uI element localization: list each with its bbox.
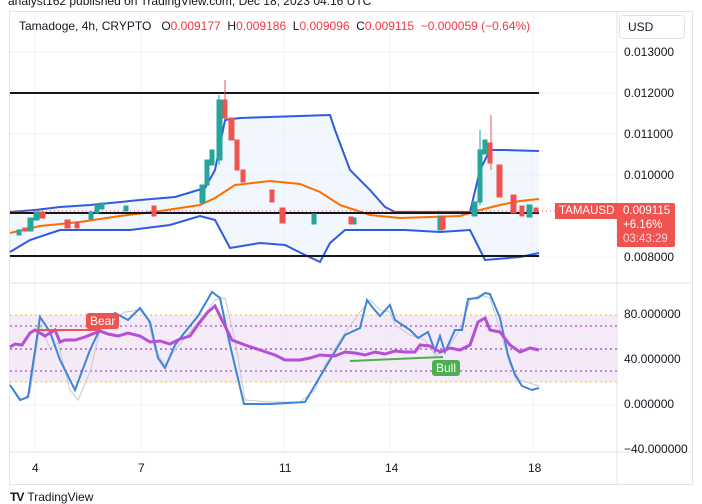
publish-line: analyst162 published on TradingView.com,… [8, 0, 372, 8]
bull-divergence-label: Bull [432, 360, 461, 376]
last-price: 0.009115 [623, 205, 671, 217]
change-value: −0.000059 (−0.64%) [420, 19, 531, 33]
osc-axis-label: −40.000000 [624, 442, 688, 456]
symbol-tag: TAMAUSD [555, 203, 619, 219]
x-axis-label: 18 [528, 461, 542, 475]
last-change: +6.16% [623, 219, 663, 231]
bar-countdown: 03:43:29 [623, 233, 668, 245]
currency-button[interactable]: USD [619, 15, 685, 39]
osc-axis-label: 80.000000 [624, 307, 681, 321]
price-axis-label: 0.012000 [624, 86, 675, 100]
high-value: 0.009186 [236, 19, 287, 33]
tradingview-logo-icon: TV [10, 490, 24, 504]
symbol-label: Tamadoge, 4h, CRYPTO [19, 19, 152, 33]
x-axis-label: 4 [32, 461, 39, 475]
x-axis-label: 11 [279, 461, 292, 475]
last-price-tag: 0.009115 +6.16% 03:43:29 [617, 203, 675, 247]
price-axis-label: 0.013000 [624, 45, 675, 59]
osc-axis-label: 0.000000 [624, 397, 675, 411]
price-axis-label: 0.011000 [624, 127, 674, 141]
x-axis-label: 14 [385, 461, 399, 475]
close-value: 0.009115 [364, 19, 415, 33]
chart-frame [9, 11, 693, 485]
x-axis-label: 7 [138, 461, 145, 475]
tradingview-brand[interactable]: TV TradingView [10, 490, 94, 504]
open-value: 0.009177 [170, 19, 221, 33]
low-value: 0.009096 [299, 19, 350, 33]
bear-divergence-label: Bear [86, 313, 120, 329]
ohlc-legend: Tamadoge, 4h, CRYPTO O0.009177 H0.009186… [19, 19, 531, 33]
osc-axis-label: 40.000000 [624, 352, 681, 366]
price-axis-label: 0.008000 [624, 250, 675, 264]
price-axis-label: 0.010000 [624, 168, 675, 182]
